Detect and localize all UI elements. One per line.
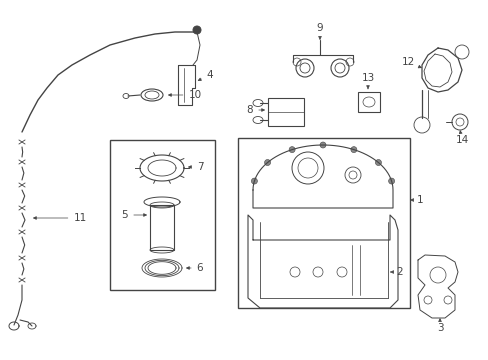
- Bar: [357, 92, 379, 112]
- Text: 9: 9: [316, 23, 323, 39]
- Text: 5: 5: [122, 210, 146, 220]
- Bar: [110, 140, 215, 290]
- Circle shape: [388, 178, 394, 184]
- Bar: [267, 98, 304, 126]
- Circle shape: [264, 159, 270, 166]
- Text: 4: 4: [198, 70, 213, 81]
- Text: 13: 13: [361, 73, 374, 89]
- Text: 10: 10: [168, 90, 201, 100]
- Circle shape: [288, 147, 295, 153]
- Circle shape: [350, 147, 356, 153]
- Text: 2: 2: [390, 267, 403, 277]
- Text: 11: 11: [34, 213, 86, 223]
- Text: 7: 7: [188, 162, 203, 172]
- Text: 8: 8: [246, 105, 264, 115]
- Text: 12: 12: [401, 57, 421, 68]
- Circle shape: [251, 178, 257, 184]
- Circle shape: [375, 159, 381, 166]
- Bar: [150, 205, 174, 250]
- Text: 3: 3: [436, 319, 443, 333]
- Text: 14: 14: [454, 131, 468, 145]
- Circle shape: [193, 26, 201, 34]
- Text: 1: 1: [410, 195, 423, 205]
- Text: 6: 6: [186, 263, 203, 273]
- Bar: [238, 138, 409, 308]
- Circle shape: [319, 142, 325, 148]
